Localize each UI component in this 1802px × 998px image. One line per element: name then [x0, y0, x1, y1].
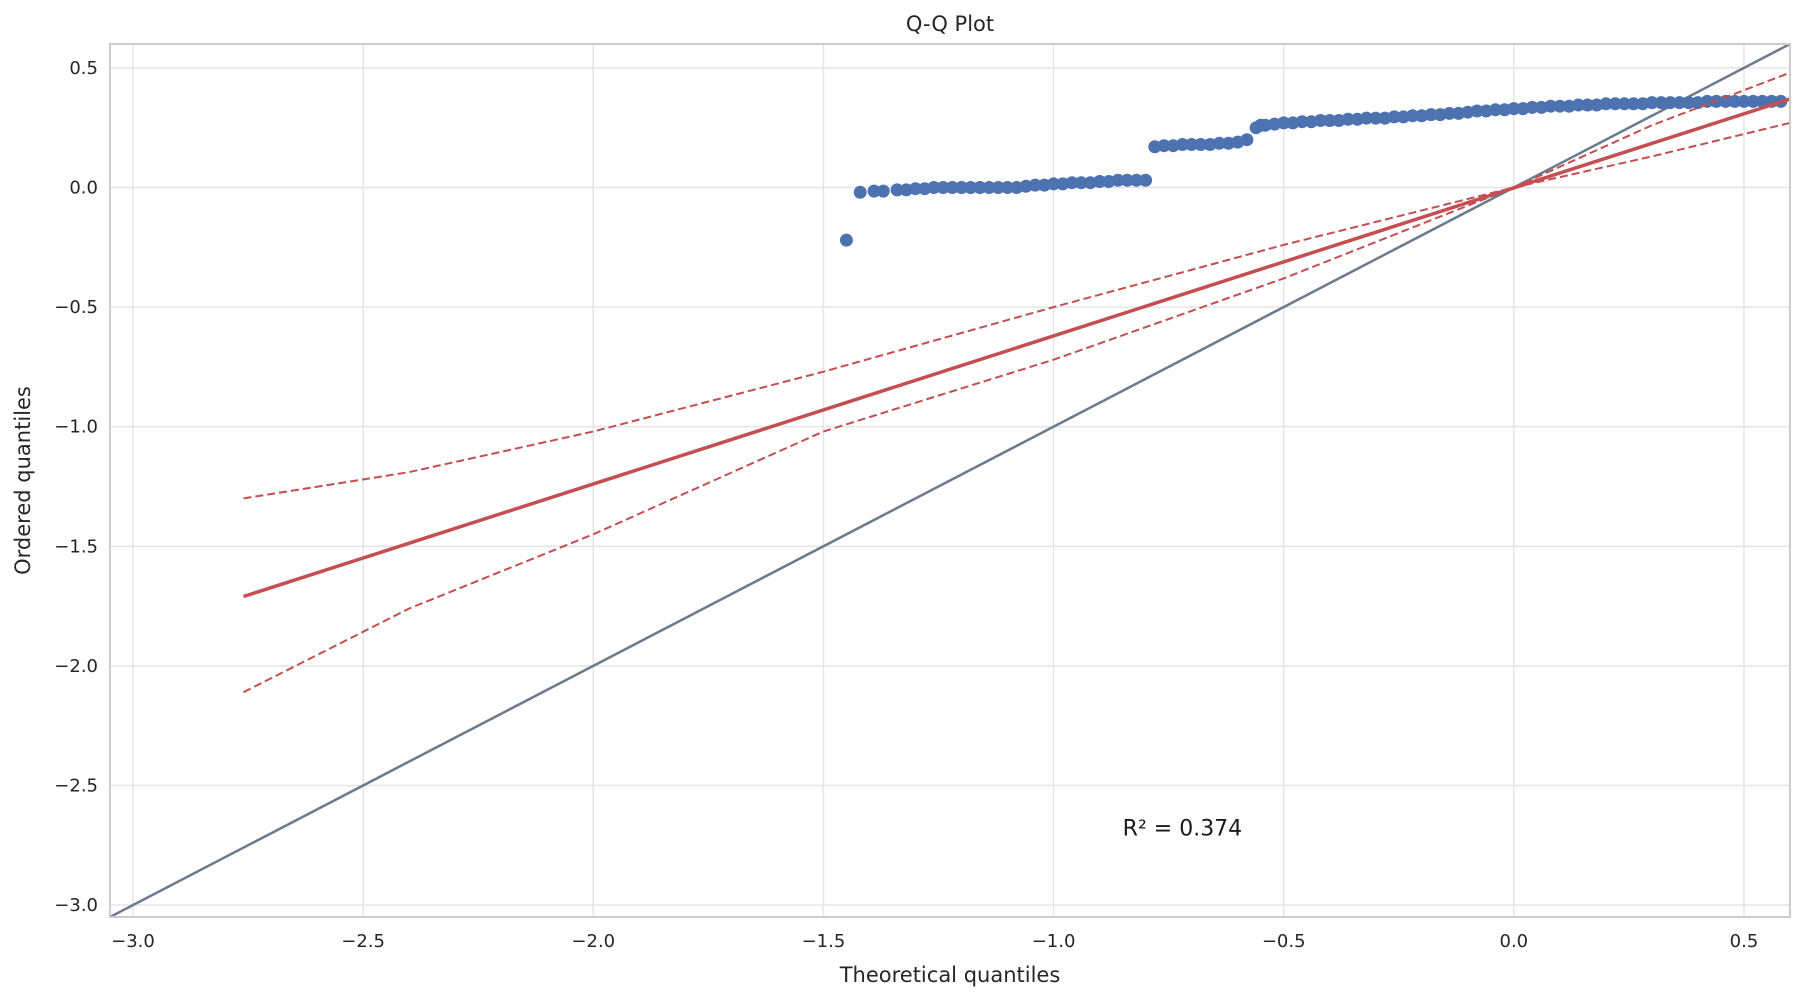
data-point — [867, 184, 881, 198]
x-tick-label: −2.0 — [571, 931, 615, 952]
data-point — [1581, 98, 1594, 112]
plot-area — [110, 44, 1790, 917]
data-point — [1544, 99, 1558, 113]
data-point — [1525, 100, 1539, 114]
data-point — [1111, 173, 1125, 187]
data-point — [1065, 176, 1079, 190]
data-point — [1442, 106, 1456, 120]
data-point — [1746, 94, 1760, 108]
data-point — [1240, 133, 1254, 147]
plot-frame — [109, 43, 1791, 918]
x-tick-label: −3.0 — [111, 931, 155, 952]
data-point — [1608, 97, 1622, 111]
data-point — [1728, 94, 1742, 108]
data-point — [1424, 108, 1438, 122]
data-point — [945, 181, 959, 194]
data-point — [876, 184, 890, 198]
x-axis-ticks: −3.0 −2.5 −2.0 −1.5 −1.0 −0.5 0.0 0.5 — [111, 931, 1758, 952]
data-point — [1129, 173, 1143, 187]
r-squared-annotation: R² = 0.374 — [1123, 817, 1243, 842]
data-point — [1488, 103, 1502, 117]
data-point — [1645, 96, 1659, 110]
data-point — [1663, 96, 1677, 110]
data-point — [1212, 136, 1226, 150]
x-tick-label: −1.0 — [1032, 931, 1076, 952]
plot-series — [110, 44, 1790, 917]
data-point — [1369, 111, 1383, 125]
y-tick-label: −3.0 — [54, 895, 98, 916]
data-point — [1194, 138, 1208, 151]
data-point — [853, 185, 867, 199]
chart-title: Q-Q Plot — [906, 12, 994, 36]
data-point — [1323, 114, 1337, 127]
y-tick-label: −2.5 — [54, 775, 98, 796]
data-point — [927, 181, 941, 194]
data-point — [1719, 94, 1733, 108]
data-point — [1682, 96, 1696, 110]
data-point — [991, 181, 1005, 194]
data-point — [1314, 114, 1327, 127]
data-point — [1737, 94, 1751, 108]
grid — [110, 44, 1790, 917]
y-tick-label: 0.0 — [69, 178, 98, 199]
fit-line — [242, 97, 1790, 599]
x-tick-label: 0.5 — [1730, 931, 1759, 952]
data-point — [1654, 96, 1668, 110]
data-point — [1295, 115, 1309, 129]
data-point — [1599, 97, 1613, 111]
data-point — [982, 181, 996, 194]
data-point — [973, 181, 987, 194]
data-point — [1571, 98, 1585, 112]
data-point — [1406, 109, 1420, 123]
data-point — [955, 181, 968, 194]
data-point — [1001, 181, 1014, 194]
data-point — [1093, 175, 1107, 188]
confidence-lower-band — [243, 121, 1790, 694]
data-point — [1507, 102, 1521, 116]
data-point — [1470, 104, 1484, 118]
data-point — [964, 181, 978, 194]
data-point — [1617, 97, 1631, 111]
data-point — [1553, 99, 1567, 113]
x-tick-label: −2.5 — [341, 931, 385, 952]
data-point — [1341, 112, 1355, 126]
y-tick-label: −2.0 — [54, 656, 98, 677]
data-point — [1175, 138, 1189, 151]
data-point — [1139, 173, 1153, 187]
data-point — [890, 183, 904, 197]
confidence-upper-band — [243, 71, 1790, 500]
x-tick-label: 0.0 — [1500, 931, 1529, 952]
data-point — [1047, 177, 1061, 191]
data-point — [1673, 96, 1686, 110]
data-point — [1028, 178, 1042, 192]
data-point — [1277, 116, 1291, 130]
data-point — [1627, 97, 1640, 111]
data-point — [1074, 176, 1088, 190]
y-tick-label: −1.0 — [54, 417, 98, 438]
y-axis-label: Ordered quantiles — [11, 386, 35, 575]
x-axis-label: Theoretical quantiles — [839, 963, 1061, 987]
y-tick-label: 0.5 — [69, 58, 98, 79]
x-tick-label: −1.5 — [802, 931, 846, 952]
data-point — [1185, 138, 1199, 151]
y-tick-label: −1.5 — [54, 536, 98, 557]
y-axis-ticks: −3.0 −2.5 −2.0 −1.5 −1.0 −0.5 0.0 0.5 — [54, 58, 98, 916]
data-point — [1157, 139, 1171, 153]
y-tick-label: −0.5 — [54, 297, 98, 318]
x-tick-label: −0.5 — [1262, 931, 1306, 952]
data-point — [1755, 94, 1769, 108]
data-point — [936, 181, 950, 194]
data-point — [909, 182, 922, 196]
data-point — [839, 233, 853, 247]
data-point — [1120, 173, 1134, 187]
data-point — [1387, 110, 1401, 124]
data-point — [1360, 111, 1373, 125]
